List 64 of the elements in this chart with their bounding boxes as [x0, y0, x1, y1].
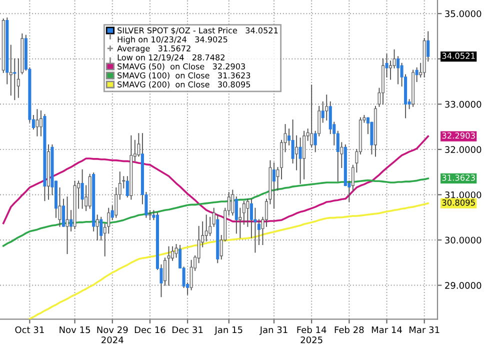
candlestick	[36, 109, 39, 136]
candlestick	[298, 138, 302, 184]
candlestick	[148, 210, 152, 220]
candlestick	[70, 210, 73, 232]
x-tick-label: Nov 29 2024	[97, 326, 128, 344]
candlestick	[66, 196, 69, 254]
candlestick	[137, 133, 140, 157]
x-tick-label: Nov 15	[60, 326, 90, 334]
candlestick	[13, 58, 16, 100]
candlestick	[426, 31, 430, 62]
x-tick-label: Dec 16	[134, 326, 166, 334]
candlestick	[392, 49, 396, 68]
candlestick	[238, 208, 242, 238]
candlestick	[114, 187, 118, 218]
annotation: Average 31.5672	[117, 45, 190, 53]
candlestick	[96, 214, 99, 240]
candlestick	[415, 67, 418, 82]
x-tick-label: Jan 31	[259, 326, 288, 335]
x-tick-label: Mar 14	[372, 326, 402, 334]
legend-label: SMAVG (50) on Close 32.2903	[118, 63, 245, 70]
y-tick-label: 31.0000	[445, 191, 482, 198]
candlestick	[257, 219, 260, 246]
candlestick	[80, 169, 84, 209]
candlestick	[39, 110, 42, 136]
candlestick	[100, 216, 103, 240]
candlestick	[295, 135, 298, 170]
candlestick	[174, 244, 178, 258]
candlestick	[246, 198, 250, 227]
candlestick	[167, 246, 170, 286]
y-tick-label: 30.0000	[445, 236, 482, 244]
y-tick-label: 33.0000	[445, 100, 482, 108]
x-tick-label: Dec 31	[172, 326, 203, 334]
text: 30.8095	[442, 199, 475, 206]
candlestick	[62, 198, 66, 227]
candlestick	[204, 214, 208, 242]
x-tick-label: Mar 31	[410, 326, 440, 334]
legend-label: SILVER SPOT $/OZ - Last Price 34.0521	[118, 27, 278, 34]
annotation: Low on 12/19/24 28.7482	[118, 54, 224, 62]
x-tick-label: Feb 14 2025	[297, 326, 326, 344]
x-tick-label: Oct 31	[15, 326, 44, 334]
candlestick	[272, 162, 276, 209]
y-tick-label: 35.0000	[445, 10, 482, 18]
candlestick	[163, 258, 167, 286]
candlestick	[171, 246, 174, 261]
candlestick	[126, 176, 129, 198]
candlestick	[9, 44, 12, 96]
y-tick-label: 32.0000	[445, 146, 482, 153]
candlestick	[325, 94, 328, 120]
text: 34.0521	[442, 52, 475, 59]
candlestick	[190, 260, 193, 290]
candlestick	[310, 84, 314, 148]
annotation: High on 10/23/24 34.9025	[118, 36, 228, 44]
legend-label: SMAVG (100) on Close 31.3623	[118, 72, 250, 80]
line-series	[28, 202, 430, 320]
candlestick	[389, 60, 392, 80]
text: 31.3623	[442, 174, 475, 181]
legend-label: SMAVG (200) on Close 30.8095	[118, 81, 250, 88]
y-tick-label: 29.0000	[445, 282, 482, 289]
candlestick	[231, 190, 234, 216]
x-tick-label: Feb 28	[334, 326, 364, 334]
x-tick-label: Jan 15	[214, 326, 242, 335]
candlestick	[242, 201, 246, 225]
candlestick	[234, 196, 238, 234]
text: 32.2903	[442, 132, 475, 139]
